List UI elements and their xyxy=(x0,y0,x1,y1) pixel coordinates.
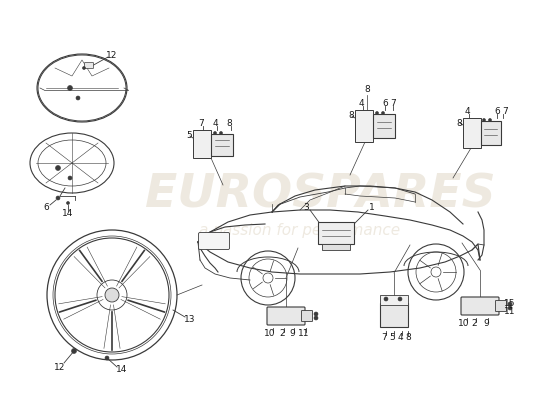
Text: 8: 8 xyxy=(364,86,370,94)
FancyBboxPatch shape xyxy=(461,297,499,315)
Circle shape xyxy=(105,356,109,360)
Text: 8: 8 xyxy=(405,332,411,342)
Text: 7: 7 xyxy=(381,332,387,342)
Text: 11: 11 xyxy=(298,330,310,338)
Text: 6: 6 xyxy=(382,100,388,108)
Circle shape xyxy=(482,118,486,122)
Circle shape xyxy=(314,316,318,320)
Text: 15: 15 xyxy=(504,300,516,308)
Text: 8: 8 xyxy=(348,112,354,120)
FancyBboxPatch shape xyxy=(199,232,229,250)
Circle shape xyxy=(314,312,318,316)
Text: EUROSPARES: EUROSPARES xyxy=(145,172,496,218)
Text: 6: 6 xyxy=(43,202,49,212)
Text: 9: 9 xyxy=(289,330,295,338)
Circle shape xyxy=(72,348,76,354)
Text: 5: 5 xyxy=(389,332,395,342)
Text: 11: 11 xyxy=(504,308,516,316)
Text: 10: 10 xyxy=(458,320,470,328)
Text: 2: 2 xyxy=(279,330,285,338)
FancyBboxPatch shape xyxy=(380,295,408,305)
FancyBboxPatch shape xyxy=(481,121,501,145)
Text: 8: 8 xyxy=(226,120,232,128)
Circle shape xyxy=(219,132,223,134)
Text: 2: 2 xyxy=(471,320,477,328)
FancyBboxPatch shape xyxy=(211,134,233,156)
Text: 3: 3 xyxy=(303,202,309,212)
FancyBboxPatch shape xyxy=(380,303,408,327)
Text: 7: 7 xyxy=(390,100,396,108)
Text: 10: 10 xyxy=(264,330,276,338)
Circle shape xyxy=(56,196,60,200)
FancyBboxPatch shape xyxy=(496,300,507,312)
Circle shape xyxy=(376,112,378,114)
FancyBboxPatch shape xyxy=(355,110,373,142)
FancyBboxPatch shape xyxy=(318,222,354,244)
Text: 7: 7 xyxy=(502,108,508,116)
Text: 5: 5 xyxy=(186,132,192,140)
Circle shape xyxy=(398,297,402,301)
Text: 12: 12 xyxy=(54,362,65,372)
Circle shape xyxy=(105,288,119,302)
Circle shape xyxy=(67,202,69,204)
Circle shape xyxy=(508,302,512,306)
Circle shape xyxy=(508,306,512,310)
Circle shape xyxy=(384,297,388,301)
Circle shape xyxy=(382,112,384,114)
Text: 8: 8 xyxy=(456,118,462,128)
Text: 13: 13 xyxy=(184,316,196,324)
Text: 14: 14 xyxy=(116,366,128,374)
Circle shape xyxy=(488,118,492,122)
FancyBboxPatch shape xyxy=(85,62,94,68)
Circle shape xyxy=(68,176,72,180)
FancyBboxPatch shape xyxy=(267,307,305,325)
Text: 12: 12 xyxy=(106,50,118,60)
FancyBboxPatch shape xyxy=(193,130,211,158)
Text: 6: 6 xyxy=(494,108,500,116)
Circle shape xyxy=(82,66,85,70)
Circle shape xyxy=(213,132,217,134)
Circle shape xyxy=(56,166,60,170)
FancyBboxPatch shape xyxy=(322,244,350,250)
Circle shape xyxy=(68,86,73,90)
FancyBboxPatch shape xyxy=(373,114,395,138)
FancyBboxPatch shape xyxy=(301,310,312,322)
Text: 4: 4 xyxy=(397,332,403,342)
FancyBboxPatch shape xyxy=(463,118,481,148)
Text: 4: 4 xyxy=(358,100,364,108)
Text: 4: 4 xyxy=(464,108,470,116)
Circle shape xyxy=(76,96,80,100)
Text: 9: 9 xyxy=(483,320,489,328)
Text: 7: 7 xyxy=(198,120,204,128)
Text: 4: 4 xyxy=(212,120,218,128)
Text: 1: 1 xyxy=(369,202,375,212)
Text: 14: 14 xyxy=(62,210,74,218)
Text: a passion for performance: a passion for performance xyxy=(200,222,400,238)
